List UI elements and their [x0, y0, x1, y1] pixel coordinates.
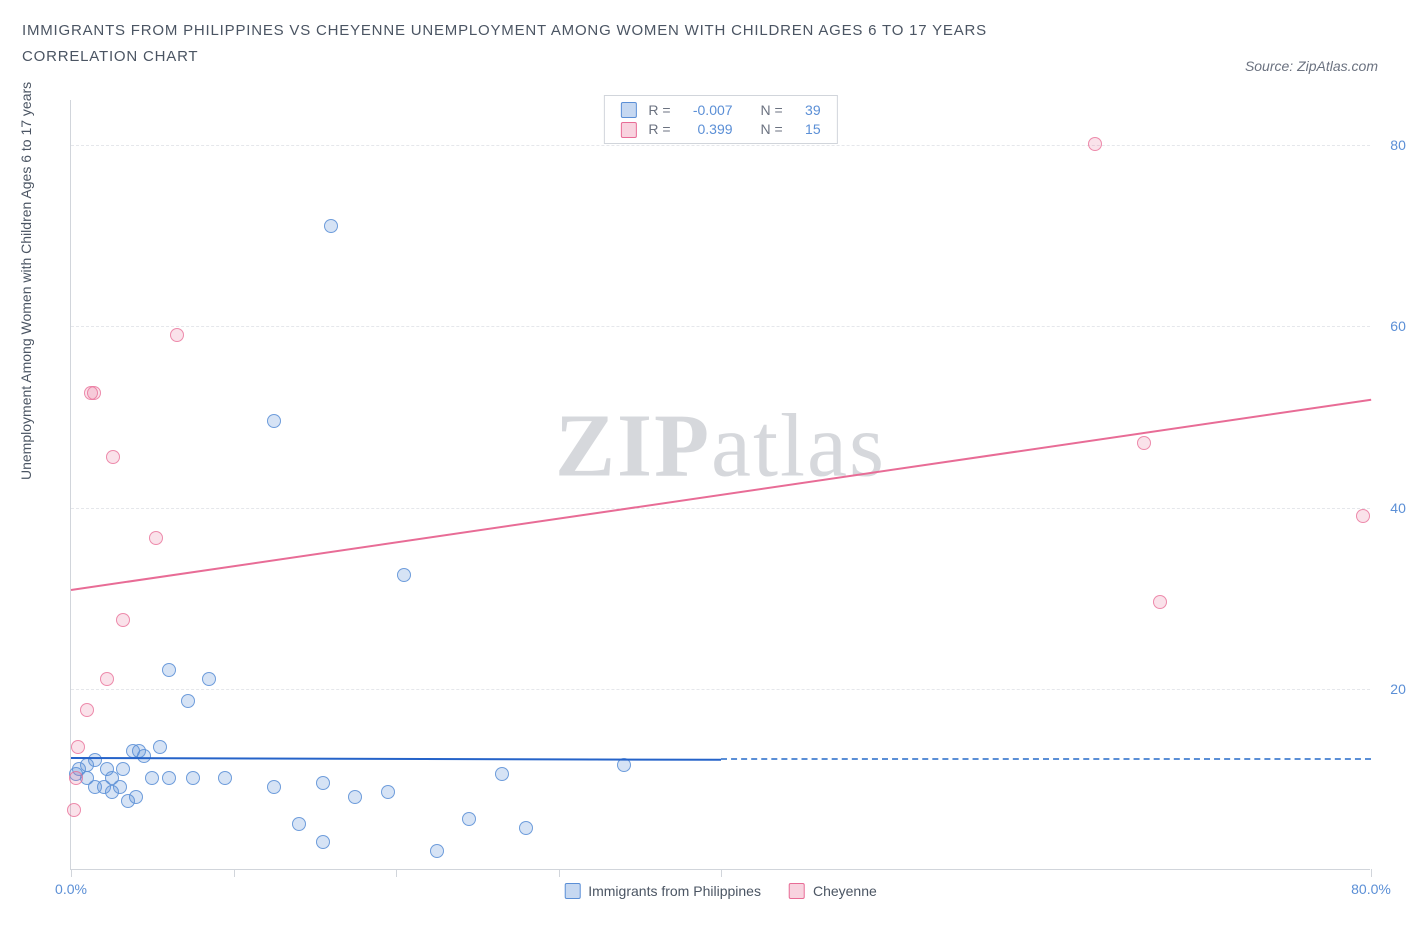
x-tick-label: 80.0%	[1351, 881, 1391, 897]
trendline-pink	[71, 399, 1371, 591]
legend-stats-row: R = 0.399 N = 15	[614, 119, 826, 138]
data-point	[170, 328, 184, 342]
x-tick	[721, 869, 722, 877]
data-point	[348, 790, 362, 804]
data-point	[519, 821, 533, 835]
y-axis-label: Unemployment Among Women with Children A…	[18, 82, 34, 480]
y-tick-label: 40.0%	[1390, 500, 1406, 516]
source-attribution: Source: ZipAtlas.com	[1245, 58, 1378, 74]
r-value-pink: 0.399	[683, 121, 733, 137]
page-title-line1: IMMIGRANTS FROM PHILIPPINES VS CHEYENNE …	[22, 18, 1384, 44]
data-point	[145, 771, 159, 785]
legend-label: Cheyenne	[813, 883, 877, 899]
data-point	[106, 450, 120, 464]
legend-item-blue: Immigrants from Philippines	[564, 883, 761, 899]
data-point	[181, 694, 195, 708]
gridline	[71, 689, 1370, 690]
data-point	[129, 790, 143, 804]
data-point	[186, 771, 200, 785]
n-value-pink: 15	[795, 121, 821, 137]
data-point	[202, 672, 216, 686]
r-value-blue: -0.007	[683, 102, 733, 118]
swatch-icon	[564, 883, 580, 899]
legend-label: Immigrants from Philippines	[588, 883, 761, 899]
gridline	[71, 508, 1370, 509]
watermark-part2: atlas	[711, 397, 886, 496]
watermark: ZIPatlas	[555, 395, 886, 498]
data-point	[80, 703, 94, 717]
data-point	[381, 785, 395, 799]
r-label: R =	[648, 102, 670, 118]
x-tick-label: 0.0%	[55, 881, 87, 897]
legend-item-pink: Cheyenne	[789, 883, 877, 899]
scatter-chart: R = -0.007 N = 39 R = 0.399 N = 15 ZIPat…	[70, 100, 1370, 870]
swatch-icon	[620, 122, 636, 138]
data-point	[324, 219, 338, 233]
x-tick	[396, 869, 397, 877]
swatch-icon	[789, 883, 805, 899]
data-point	[462, 812, 476, 826]
data-point	[87, 386, 101, 400]
legend-series: Immigrants from Philippines Cheyenne	[564, 883, 877, 899]
watermark-part1: ZIP	[555, 397, 711, 496]
data-point	[71, 740, 85, 754]
data-point	[162, 663, 176, 677]
swatch-icon	[620, 102, 636, 118]
data-point	[1356, 509, 1370, 523]
data-point	[267, 780, 281, 794]
source-name: ZipAtlas.com	[1297, 58, 1378, 74]
data-point	[267, 414, 281, 428]
data-point	[1088, 137, 1102, 151]
n-label: N =	[760, 102, 782, 118]
y-tick-label: 60.0%	[1390, 318, 1406, 334]
data-point	[100, 672, 114, 686]
data-point	[218, 771, 232, 785]
trendline-dash-blue	[721, 758, 1371, 760]
data-point	[292, 817, 306, 831]
data-point	[69, 771, 83, 785]
data-point	[1137, 436, 1151, 450]
data-point	[162, 771, 176, 785]
r-label: R =	[648, 121, 670, 137]
data-point	[116, 613, 130, 627]
legend-stats: R = -0.007 N = 39 R = 0.399 N = 15	[603, 95, 837, 144]
n-value-blue: 39	[795, 102, 821, 118]
data-point	[137, 749, 151, 763]
data-point	[495, 767, 509, 781]
y-tick-label: 80.0%	[1390, 137, 1406, 153]
page-title-line2: CORRELATION CHART	[22, 44, 1384, 70]
data-point	[397, 568, 411, 582]
x-tick	[71, 869, 72, 877]
x-tick	[559, 869, 560, 877]
n-label: N =	[760, 121, 782, 137]
data-point	[430, 844, 444, 858]
x-tick	[1371, 869, 1372, 877]
data-point	[149, 531, 163, 545]
x-tick	[234, 869, 235, 877]
gridline	[71, 145, 1370, 146]
data-point	[116, 762, 130, 776]
data-point	[316, 835, 330, 849]
legend-stats-row: R = -0.007 N = 39	[614, 100, 826, 119]
gridline	[71, 326, 1370, 327]
data-point	[153, 740, 167, 754]
source-prefix: Source:	[1245, 58, 1293, 74]
data-point	[67, 803, 81, 817]
data-point	[316, 776, 330, 790]
data-point	[1153, 595, 1167, 609]
data-point	[113, 780, 127, 794]
y-tick-label: 20.0%	[1390, 681, 1406, 697]
